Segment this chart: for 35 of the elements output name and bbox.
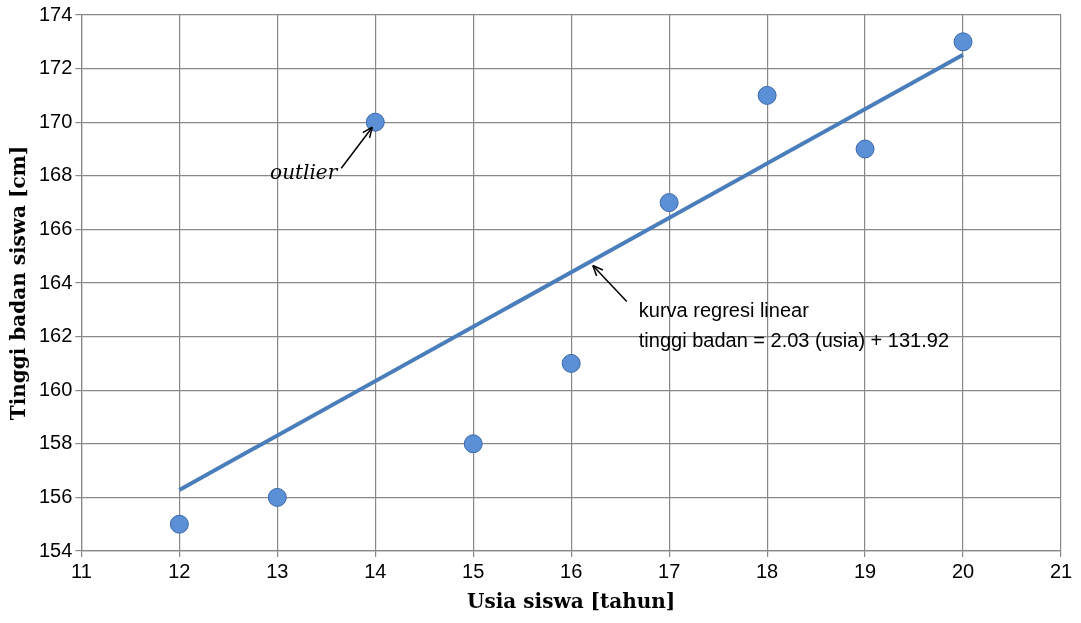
x-tick-label: 21 <box>1049 559 1073 582</box>
point <box>169 514 189 534</box>
y-tick-label: 154 <box>38 538 73 561</box>
y-axis-title: Tinggi badan siswa [cm] <box>6 145 31 421</box>
y-tick-label: 170 <box>38 109 73 132</box>
point <box>953 32 973 52</box>
y-tick-label: 156 <box>38 484 73 507</box>
y-tick-label: 162 <box>38 324 73 347</box>
point <box>463 434 483 454</box>
point <box>267 487 287 507</box>
x-tick-label: 16 <box>560 559 583 582</box>
point <box>365 112 385 132</box>
y-tick-label: 172 <box>38 56 73 79</box>
y-tick-label: 164 <box>38 270 73 293</box>
x-tick-label: 17 <box>658 559 681 582</box>
annotation: kurva regresi linear tinggi badan = 2.03 (usia) + 131.92 <box>638 299 950 352</box>
point <box>561 353 581 373</box>
x-tick-label: 14 <box>364 559 387 582</box>
x-tick-label: 15 <box>462 559 485 582</box>
x-axis-title: Usia siswa [tahun] <box>467 589 676 614</box>
y-tick-label: 166 <box>38 216 73 239</box>
point <box>757 85 777 105</box>
y-tick-label: 174 <box>38 2 73 25</box>
y-tick-label: 158 <box>38 431 73 454</box>
x-tick-label: 20 <box>951 559 975 582</box>
y-tick-label: 160 <box>38 377 73 400</box>
point <box>659 193 679 213</box>
x-tick-label: 18 <box>755 559 779 582</box>
point <box>855 139 875 159</box>
x-tick-label: 12 <box>168 559 191 582</box>
x-tick-label: 13 <box>266 559 289 582</box>
annotation: outlier <box>270 160 339 185</box>
y-tick-label: 168 <box>38 163 73 186</box>
x-tick-label: 19 <box>853 559 877 582</box>
x-tick-label: 11 <box>70 559 92 582</box>
